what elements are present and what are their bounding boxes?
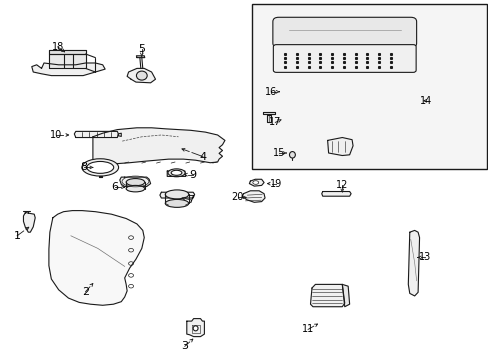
Polygon shape (49, 50, 85, 54)
Polygon shape (310, 284, 344, 307)
Text: 9: 9 (189, 170, 196, 180)
Polygon shape (49, 54, 85, 68)
Ellipse shape (168, 169, 185, 177)
Text: 16: 16 (264, 87, 277, 97)
Ellipse shape (81, 159, 118, 176)
Ellipse shape (126, 185, 144, 192)
Ellipse shape (252, 181, 258, 184)
Polygon shape (321, 192, 350, 196)
Text: 20: 20 (231, 192, 244, 202)
Text: 12: 12 (335, 180, 348, 190)
Text: 18: 18 (51, 42, 64, 52)
Text: 2: 2 (82, 287, 89, 297)
Polygon shape (407, 230, 419, 296)
Polygon shape (74, 131, 118, 138)
Text: 17: 17 (268, 117, 281, 127)
Text: 14: 14 (419, 96, 432, 106)
Ellipse shape (165, 190, 188, 199)
Text: 5: 5 (138, 44, 145, 54)
Polygon shape (342, 284, 349, 307)
Polygon shape (136, 56, 144, 58)
Text: 11: 11 (301, 324, 314, 334)
Polygon shape (23, 212, 35, 232)
Polygon shape (99, 176, 102, 177)
Text: 19: 19 (269, 179, 282, 189)
Polygon shape (242, 191, 264, 202)
Text: 4: 4 (199, 152, 206, 162)
Polygon shape (32, 63, 105, 76)
FancyBboxPatch shape (273, 45, 415, 72)
Ellipse shape (171, 170, 182, 175)
Polygon shape (167, 171, 185, 176)
FancyBboxPatch shape (272, 17, 416, 48)
Text: 13: 13 (418, 252, 431, 262)
Ellipse shape (136, 71, 147, 80)
Polygon shape (266, 115, 270, 122)
Polygon shape (118, 133, 121, 136)
Ellipse shape (126, 179, 144, 186)
Polygon shape (160, 192, 194, 198)
Ellipse shape (193, 326, 198, 331)
Text: 10: 10 (50, 130, 62, 140)
Polygon shape (327, 138, 352, 156)
Ellipse shape (289, 152, 295, 158)
Polygon shape (127, 68, 155, 83)
Bar (251, 4, 486, 169)
Polygon shape (186, 319, 204, 337)
Text: 1: 1 (14, 231, 20, 241)
Text: 3: 3 (181, 341, 188, 351)
Polygon shape (49, 211, 144, 305)
Text: 8: 8 (81, 162, 87, 172)
Text: 15: 15 (272, 148, 285, 158)
Ellipse shape (87, 161, 113, 173)
Text: 7: 7 (187, 195, 194, 205)
Polygon shape (263, 112, 274, 114)
Polygon shape (93, 128, 224, 164)
Polygon shape (249, 179, 264, 186)
Polygon shape (120, 177, 150, 186)
Text: 6: 6 (111, 182, 118, 192)
Ellipse shape (165, 199, 188, 207)
